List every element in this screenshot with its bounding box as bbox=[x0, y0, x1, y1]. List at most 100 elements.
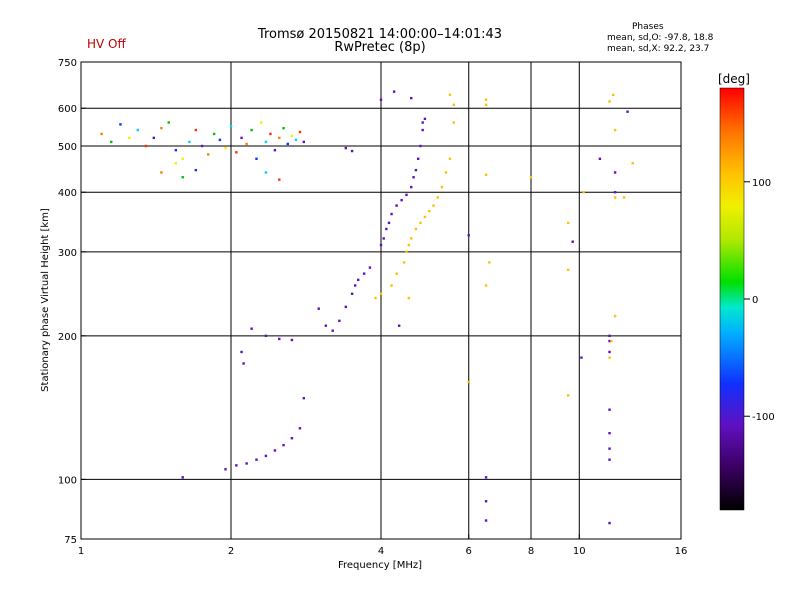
data-point bbox=[405, 193, 408, 197]
data-point bbox=[387, 221, 391, 225]
x-axis-label: Frequency [MHz] bbox=[338, 560, 422, 571]
data-point bbox=[324, 324, 328, 327]
data-point bbox=[260, 121, 263, 124]
data-point bbox=[128, 136, 131, 140]
data-point bbox=[608, 447, 611, 450]
data-point bbox=[302, 140, 306, 144]
data-point bbox=[206, 153, 210, 156]
data-point bbox=[571, 240, 574, 243]
data-point bbox=[566, 221, 570, 225]
data-point bbox=[410, 96, 413, 100]
data-point bbox=[174, 148, 178, 152]
data-point bbox=[374, 296, 377, 300]
data-point bbox=[294, 138, 298, 142]
data-point bbox=[631, 162, 634, 165]
data-point bbox=[410, 185, 413, 189]
colorbar-tick-label: -100 bbox=[752, 412, 775, 423]
data-point bbox=[412, 176, 415, 179]
data-point bbox=[467, 234, 470, 237]
data-point bbox=[448, 93, 452, 97]
data-point bbox=[419, 144, 422, 148]
data-point bbox=[432, 204, 435, 207]
data-point bbox=[255, 157, 258, 161]
data-point bbox=[194, 168, 198, 172]
data-point bbox=[224, 468, 227, 471]
data-point bbox=[613, 314, 617, 318]
data-point bbox=[368, 266, 372, 269]
data-point bbox=[613, 171, 617, 174]
data-point bbox=[608, 100, 611, 103]
phases-x-stats: mean, sd,X: 92.2, 23.7 bbox=[607, 44, 710, 54]
data-point bbox=[613, 128, 617, 132]
data-point bbox=[452, 121, 456, 124]
data-point bbox=[580, 356, 583, 359]
data-point bbox=[235, 151, 238, 154]
data-point bbox=[622, 196, 626, 199]
data-point bbox=[484, 98, 488, 101]
data-point bbox=[250, 327, 253, 330]
data-point bbox=[255, 458, 258, 461]
data-point bbox=[278, 136, 281, 140]
data-point bbox=[608, 408, 611, 411]
data-point bbox=[484, 284, 488, 287]
data-point bbox=[608, 431, 611, 435]
data-point bbox=[160, 126, 163, 130]
y-tick-label: 200 bbox=[58, 332, 77, 343]
data-point bbox=[484, 103, 488, 107]
data-point bbox=[264, 171, 268, 174]
data-point bbox=[395, 272, 398, 275]
data-point bbox=[598, 157, 602, 161]
x-tick-label: 1 bbox=[78, 546, 84, 557]
data-point bbox=[331, 329, 334, 332]
data-point bbox=[286, 142, 289, 146]
data-point bbox=[264, 454, 268, 458]
y-tick-label: 500 bbox=[58, 142, 77, 153]
y-tick-label: 750 bbox=[58, 58, 77, 69]
y-tick-label: 300 bbox=[58, 248, 77, 259]
data-point bbox=[181, 176, 184, 179]
x-tick-label: 2 bbox=[228, 546, 234, 557]
phases-title: Phases bbox=[632, 22, 664, 32]
data-point bbox=[136, 128, 139, 132]
data-point bbox=[608, 458, 611, 461]
data-point bbox=[119, 123, 122, 126]
data-point bbox=[608, 339, 611, 343]
data-point bbox=[144, 144, 148, 148]
data-point bbox=[582, 191, 585, 194]
data-point bbox=[612, 93, 615, 97]
data-point bbox=[423, 117, 427, 121]
y-tick-label: 100 bbox=[58, 475, 77, 486]
data-point bbox=[626, 110, 629, 113]
x-tick-label: 8 bbox=[528, 546, 534, 557]
y-tick-label: 75 bbox=[64, 535, 77, 546]
data-point bbox=[298, 427, 302, 430]
data-point bbox=[390, 212, 393, 216]
x-tick-label: 4 bbox=[378, 546, 384, 557]
data-point bbox=[240, 350, 243, 354]
data-point bbox=[566, 268, 570, 272]
data-point bbox=[282, 443, 285, 447]
data-point bbox=[188, 140, 191, 144]
y-axis-label: Stationary phase Virtual Height [km] bbox=[40, 208, 51, 392]
data-point bbox=[350, 149, 354, 153]
data-point bbox=[290, 437, 294, 440]
data-point bbox=[344, 305, 348, 309]
data-point bbox=[200, 144, 204, 148]
data-point bbox=[484, 476, 488, 479]
data-point bbox=[353, 284, 357, 287]
data-point bbox=[273, 148, 277, 152]
data-point bbox=[379, 292, 383, 295]
data-point bbox=[264, 140, 268, 144]
axis-ticks: 1 2 4 6 8 10 16 750 600 500 400 300 200 100 75 bbox=[58, 58, 687, 557]
data-point bbox=[382, 237, 385, 240]
data-point bbox=[452, 103, 456, 107]
data-point bbox=[181, 157, 184, 161]
data-point bbox=[379, 243, 383, 247]
colorbar-label: [deg] bbox=[718, 72, 750, 86]
colorbar-tick-label: 0 bbox=[752, 295, 758, 306]
data-point bbox=[152, 136, 156, 140]
data-point bbox=[421, 121, 424, 124]
data-point bbox=[338, 319, 341, 323]
data-point bbox=[484, 519, 488, 522]
